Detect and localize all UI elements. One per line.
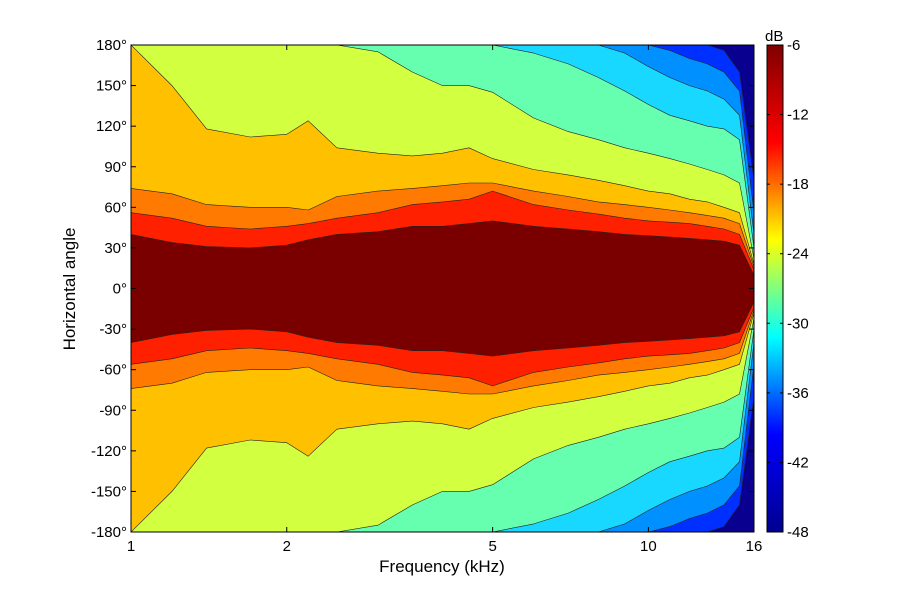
y-axis-ticks: 180° 150° 120° 90° 60° 30° 0° -30° -60° -90° -120°… bbox=[91, 37, 754, 541]
contour-bands bbox=[131, 45, 754, 532]
y-tick-label: 60° bbox=[104, 199, 127, 216]
x-axis-ticks: 1 2 5 10 16 bbox=[127, 45, 763, 555]
y-tick-label: -90° bbox=[99, 402, 127, 419]
colorbar-tick-label: -18 bbox=[787, 176, 809, 193]
colorbar-gradient bbox=[766, 44, 784, 533]
x-axis-label: Frequency (kHz) bbox=[379, 557, 505, 576]
y-tick-label: -120° bbox=[91, 443, 127, 460]
x-tick-label: 16 bbox=[746, 538, 763, 555]
x-tick-label: 10 bbox=[640, 538, 657, 555]
colorbar-unit-label: dB bbox=[765, 28, 783, 45]
colorbar-tick-label: -36 bbox=[787, 385, 809, 402]
y-tick-label: -60° bbox=[99, 362, 127, 379]
y-tick-label: 30° bbox=[104, 240, 127, 257]
colorbar-tick-label: -24 bbox=[787, 246, 809, 263]
x-tick-label: 2 bbox=[283, 538, 291, 555]
y-tick-label: 90° bbox=[104, 159, 127, 176]
x-tick-label: 5 bbox=[488, 538, 496, 555]
y-tick-label: 150° bbox=[96, 78, 127, 95]
y-tick-label: -150° bbox=[91, 483, 127, 500]
colorbar-tick-label: -30 bbox=[787, 315, 809, 332]
colorbar-tick-label: -12 bbox=[787, 107, 809, 124]
colorbar-tick-label: -6 bbox=[787, 37, 800, 54]
x-tick-label: 1 bbox=[127, 538, 135, 555]
colorbar-tick-label: -42 bbox=[787, 454, 809, 471]
colorbar-ticks: -6 -12 -18 -24 -30 -36 -42 -48 bbox=[767, 37, 809, 541]
y-tick-label: 120° bbox=[96, 118, 127, 135]
colorbar-tick-label: -48 bbox=[787, 524, 809, 541]
y-tick-label: -30° bbox=[99, 321, 127, 338]
y-tick-label: 0° bbox=[113, 281, 127, 298]
contour-band-level-12 bbox=[131, 220, 754, 357]
y-axis-label: Horizontal angle bbox=[60, 228, 79, 351]
y-tick-label: -180° bbox=[91, 524, 127, 541]
plot-area bbox=[131, 45, 754, 532]
y-tick-label: 180° bbox=[96, 37, 127, 54]
colorbar: -6 -12 -18 -24 -30 -36 -42 -48 dB bbox=[765, 28, 809, 541]
